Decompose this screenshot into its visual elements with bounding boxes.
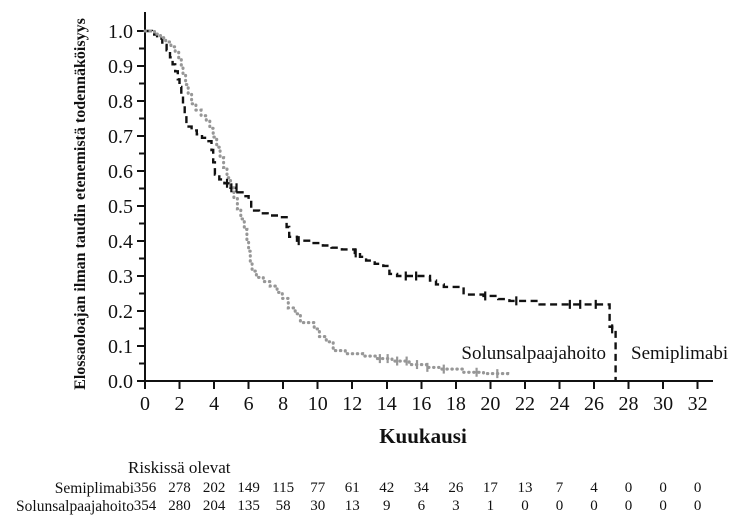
risk-value: 42: [379, 480, 395, 496]
x-tick-label: 16: [411, 393, 431, 415]
y-tick-label: 0.0: [108, 371, 133, 393]
x-tick-label: 22: [515, 393, 535, 415]
x-tick-label: 10: [308, 393, 328, 415]
curve-label-semiplimabi: Semiplimabi: [631, 343, 729, 364]
x-tick-label: 20: [480, 393, 500, 415]
x-tick-label: 18: [446, 393, 466, 415]
x-tick-label: 14: [377, 393, 397, 415]
curve-solunsalpaajahoito: [143, 29, 510, 376]
risk-value: 61: [344, 480, 360, 496]
x-tick-label: 6: [244, 393, 254, 415]
risk-value: 0: [590, 498, 598, 514]
y-tick-label: 0.8: [108, 91, 133, 113]
x-tick-label: 8: [278, 393, 288, 415]
risk-value: 9: [383, 498, 391, 514]
risk-value: 7: [555, 480, 564, 496]
y-tick-label: 0.5: [108, 196, 133, 218]
risk-value: 0: [624, 498, 633, 514]
risk-value: 13: [517, 480, 533, 496]
risk-value: 26: [448, 480, 464, 496]
y-tick-label: 0.3: [108, 266, 133, 288]
risk-value: 1: [486, 498, 495, 514]
y-tick-label: 0.1: [108, 336, 133, 358]
risk-row-label-solunsalpaajahoito: Solunsalpaajahoito: [16, 498, 134, 515]
y-tick-label: 0.9: [108, 56, 133, 78]
risk-value: 58: [275, 498, 291, 514]
x-tick-label: 28: [619, 393, 639, 415]
risk-value: 6: [417, 498, 426, 514]
risk-value: 0: [659, 480, 667, 496]
y-tick-label: 0.7: [108, 126, 133, 148]
tick-labels: 0.00.10.20.30.40.50.60.70.80.91.00 2 4 6 8 10…: [108, 21, 708, 415]
y-tick-label: 0.4: [108, 231, 133, 253]
y-tick-label: 1.0: [108, 21, 133, 43]
risk-value: 149: [237, 480, 260, 496]
x-tick-label: 12: [342, 393, 362, 415]
x-tick-label: 4: [209, 393, 219, 415]
risk-value: 34: [413, 480, 429, 496]
x-tick-label: 32: [688, 393, 708, 415]
risk-value: 0: [693, 480, 702, 496]
risk-value: 30: [310, 498, 326, 514]
risk-value: 135: [237, 498, 260, 514]
y-tick-label: 0.2: [108, 301, 133, 323]
risk-value: 278: [168, 480, 191, 496]
risk-value: 204: [202, 498, 226, 514]
risk-value: 0: [659, 498, 667, 514]
x-axis-title: Kuukausi: [379, 424, 467, 448]
risk-value: 280: [168, 498, 191, 514]
axes: [144, 12, 713, 382]
axis-ticks: [137, 30, 699, 389]
risk-row-label-semiplimabi: Semiplimabi: [54, 480, 134, 497]
risk-value: 354: [133, 498, 157, 514]
x-tick-label: 0: [140, 393, 150, 415]
risk-table-title: Riskissä olevat: [128, 458, 231, 477]
censor-marks: [225, 178, 614, 379]
risk-value: 0: [693, 498, 702, 514]
risk-value: 202: [202, 480, 226, 496]
risk-value: 17: [482, 480, 498, 496]
y-tick-label: 0.6: [108, 161, 133, 183]
risk-value: 4: [590, 480, 598, 496]
curve-label-solunsalpaajahoito: Solunsalpaajahoito: [461, 343, 606, 364]
risk-value: 3: [452, 498, 460, 514]
x-tick-label: 24: [549, 393, 569, 415]
risk-value: 115: [272, 480, 295, 496]
risk-value: 13: [344, 498, 360, 514]
risk-value: 77: [310, 480, 326, 496]
risk-value: 356: [133, 480, 157, 496]
risk-value: 0: [521, 498, 529, 514]
x-tick-label: 30: [653, 393, 673, 415]
risk-value: 0: [555, 498, 564, 514]
x-tick-label: 2: [175, 393, 185, 415]
y-axis-title: Elossaoloajan ilman taudin etenemistä to…: [72, 18, 89, 390]
curve-semiplimabi: [145, 29, 617, 381]
x-tick-label: 26: [584, 393, 604, 415]
survival-curves: [143, 29, 617, 381]
risk-value: 0: [624, 480, 633, 496]
